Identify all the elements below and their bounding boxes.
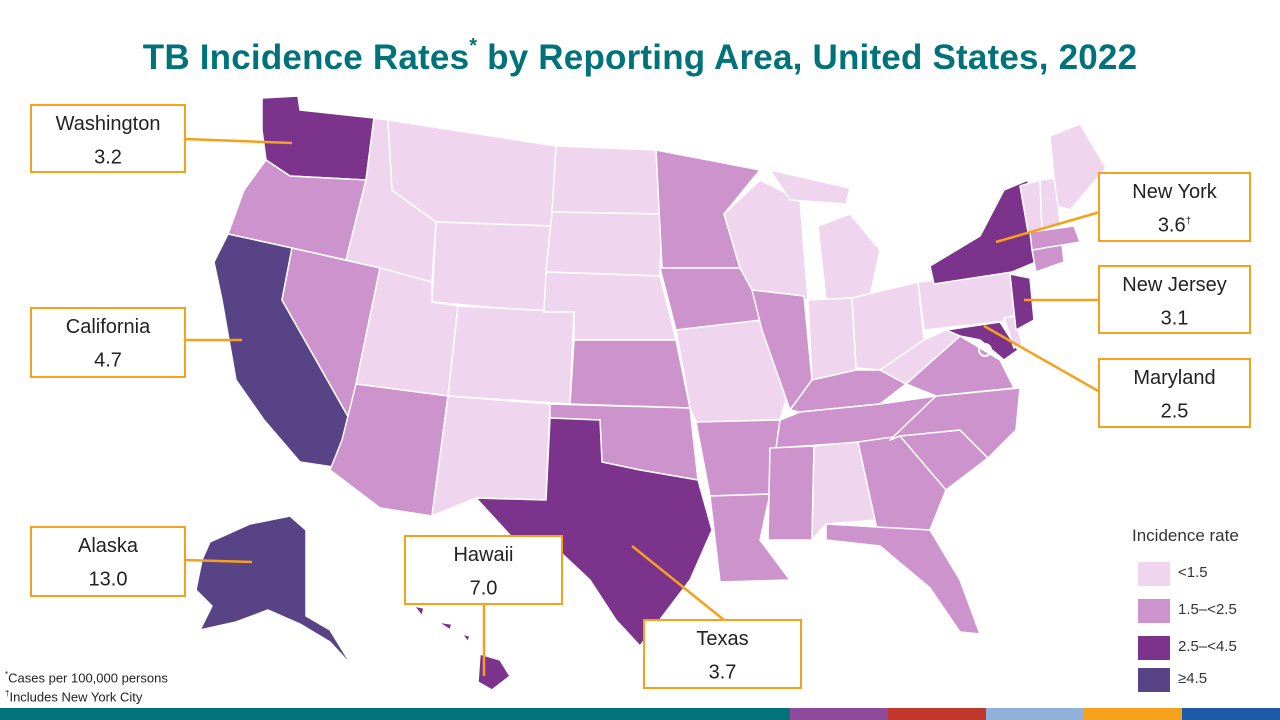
footer-bar-orange <box>1084 708 1182 720</box>
state-massachusetts <box>1029 225 1081 251</box>
callout-rate: 3.2 <box>94 146 122 169</box>
state-south-dakota <box>545 211 663 277</box>
state-new-york <box>929 179 1037 285</box>
callout-new-jersey: New Jersey 3.1 <box>1098 265 1251 334</box>
legend-title: Incidence rate <box>1132 526 1239 545</box>
callout-alaska: Alaska 13.0 <box>30 526 186 597</box>
legend-label: 2.5–<4.5 <box>1178 638 1237 655</box>
callout-rate: 4.7 <box>94 349 122 372</box>
state-washington <box>261 95 375 181</box>
state-hawaii-islands <box>413 605 471 643</box>
state-indiana <box>807 297 857 381</box>
callout-state-name: Alaska <box>77 535 139 557</box>
callout-state-name: Hawaii <box>453 544 514 566</box>
state-colorado <box>447 305 575 405</box>
callout-rate: 13.0 <box>88 568 128 591</box>
callout-rate: 3.1 <box>1160 307 1189 330</box>
callout-washington: Washington 3.2 <box>30 104 186 173</box>
state-florida <box>825 523 981 635</box>
legend-swatch <box>1138 636 1170 660</box>
footnote-cases: *Cases per 100,000 persons <box>5 670 168 686</box>
callout-hawaii: Hawaii 7.0 <box>404 535 563 605</box>
state-kansas <box>569 339 691 409</box>
callout-rate: 2.5 <box>1160 400 1189 423</box>
callout-state-name: Maryland <box>1133 367 1216 389</box>
state-louisiana <box>709 493 791 583</box>
callout-rate: 7.0 <box>469 577 498 600</box>
state-mississippi <box>767 445 815 541</box>
leader-new-york <box>995 210 1101 244</box>
leader-maryland <box>983 324 1101 394</box>
callout-texas: Texas 3.7 <box>643 619 802 689</box>
callout-rate: 3.6† <box>1157 214 1192 237</box>
callout-california: California 4.7 <box>30 307 186 378</box>
callout-state-name: Washington <box>55 113 161 135</box>
state-new-hampshire <box>1039 177 1061 231</box>
state-north-dakota <box>551 145 663 215</box>
dc-marker <box>978 343 992 357</box>
legend-label: <1.5 <box>1178 564 1208 581</box>
callout-rate: 3.7 <box>708 661 737 684</box>
state-alaska <box>195 515 353 667</box>
state-delaware <box>1003 315 1023 349</box>
leader-texas <box>631 545 725 621</box>
callout-state-name: New York <box>1132 181 1217 203</box>
leader-washington <box>184 137 293 145</box>
footer-bar-teal <box>0 708 790 720</box>
state-arkansas <box>695 419 781 497</box>
state-michigan <box>817 213 881 301</box>
callout-state-name: New Jersey <box>1122 274 1227 296</box>
callout-maryland: Maryland 2.5 <box>1098 358 1251 428</box>
state-michigan-up <box>769 169 851 205</box>
footer-bar-blue <box>1182 708 1280 720</box>
state-alabama <box>811 441 879 541</box>
callout-state-name: Texas <box>696 628 749 650</box>
footer-bar-lightblue <box>986 708 1084 720</box>
callout-new-york: New York 3.6† <box>1098 172 1251 242</box>
leader-alaska <box>184 558 253 564</box>
legend-swatch <box>1138 668 1170 692</box>
state-hawaii <box>477 653 511 691</box>
legend-label: ≥4.5 <box>1178 670 1208 687</box>
state-maine <box>1049 123 1107 211</box>
map-title: TB Incidence Rates* by Reporting Area, U… <box>142 35 1138 77</box>
state-wyoming <box>431 221 553 313</box>
state-new-jersey <box>1009 273 1035 331</box>
state-maryland <box>945 321 1019 361</box>
legend-swatch <box>1138 562 1170 586</box>
footnote-nyc: †Includes New York City <box>5 689 143 705</box>
legend-label: 1.5–<2.5 <box>1178 601 1237 618</box>
footer-bar-red <box>888 708 986 720</box>
legend-swatch <box>1138 599 1170 623</box>
footer-bar-purple <box>790 708 888 720</box>
state-texas <box>475 417 713 647</box>
callout-state-name: California <box>65 316 151 338</box>
